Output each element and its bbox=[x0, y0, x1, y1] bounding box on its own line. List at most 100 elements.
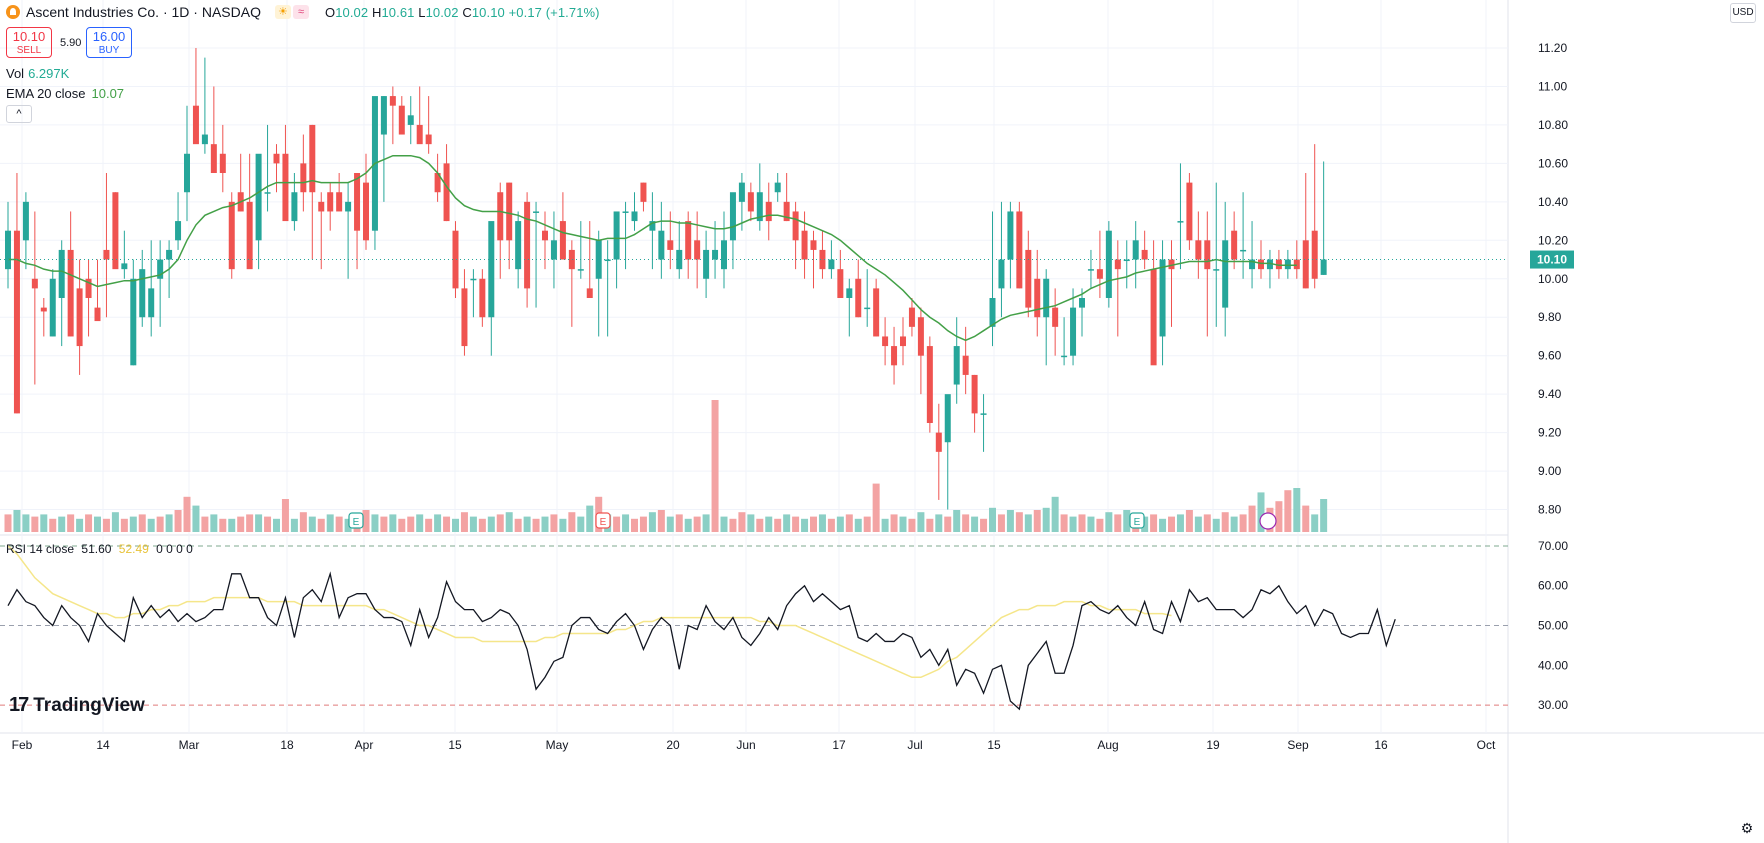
candle-body bbox=[389, 96, 396, 106]
candle-body bbox=[228, 201, 235, 270]
volume-bar bbox=[810, 516, 817, 532]
candle-body bbox=[1132, 240, 1139, 260]
collapse-legend-button[interactable]: ^ bbox=[6, 105, 32, 123]
price-tick-label: 10.80 bbox=[1538, 118, 1568, 132]
open-value: 10.02 bbox=[335, 4, 369, 20]
candle-body bbox=[1052, 307, 1059, 327]
candle-body bbox=[1311, 230, 1318, 279]
candle-body bbox=[568, 249, 575, 270]
volume-bar bbox=[1006, 510, 1014, 532]
wave-icon[interactable]: ≈ bbox=[292, 5, 309, 19]
chevron-up-icon: ^ bbox=[16, 108, 22, 120]
volume-bar bbox=[783, 514, 791, 532]
volume-bars bbox=[4, 400, 1328, 532]
buy-button[interactable]: 16.00 BUY bbox=[86, 27, 132, 58]
currency-selector[interactable]: USD bbox=[1730, 3, 1756, 23]
volume-bar bbox=[469, 516, 477, 532]
time-tick-label: 20 bbox=[666, 738, 680, 752]
rsi-legend[interactable]: RSI 14 close 51.60 52.49 0 0 0 0 bbox=[6, 542, 193, 556]
candle-body bbox=[67, 249, 74, 337]
time-tick-label: Feb bbox=[12, 738, 33, 752]
rsi-ma-value: 52.49 bbox=[118, 542, 149, 556]
volume-bar bbox=[1176, 514, 1184, 532]
volume-bar bbox=[657, 510, 665, 532]
ema-legend[interactable]: EMA 20 close 10.07 bbox=[6, 86, 124, 101]
high-value: 10.61 bbox=[381, 4, 415, 20]
earnings-marker-label: E bbox=[353, 517, 360, 528]
candle-body bbox=[703, 249, 710, 279]
volume-bar bbox=[165, 514, 173, 532]
volume-bar bbox=[613, 516, 621, 532]
candle-body bbox=[1249, 259, 1256, 270]
candle-body bbox=[667, 240, 674, 250]
candle-body bbox=[649, 221, 656, 231]
volume-bar bbox=[622, 514, 630, 532]
dividend-lightning-icon bbox=[1259, 512, 1277, 530]
sell-button[interactable]: 10.10 SELL bbox=[6, 27, 52, 58]
candle-body bbox=[1240, 249, 1247, 252]
volume-bar bbox=[675, 514, 683, 532]
candle-body bbox=[1105, 230, 1112, 298]
candle-body bbox=[461, 288, 468, 347]
candle-body bbox=[166, 249, 173, 260]
candle-body bbox=[22, 201, 29, 241]
volume-legend[interactable]: Vol 6.297K bbox=[6, 66, 69, 81]
brand-name: TradingView bbox=[33, 694, 145, 716]
rsi-line bbox=[7, 571, 1396, 711]
volume-bar bbox=[398, 518, 406, 532]
candle-body bbox=[488, 221, 495, 318]
symbol-header[interactable]: Ascent Industries Co. · 1D · NASDAQ ☀ ≈ … bbox=[6, 4, 600, 20]
volume-bar bbox=[478, 518, 486, 532]
candle-body bbox=[506, 182, 513, 241]
volume-bar bbox=[711, 400, 719, 532]
candle-body bbox=[1070, 307, 1077, 356]
candle-body bbox=[192, 105, 199, 145]
earnings-marker-label: E bbox=[600, 517, 607, 528]
sell-price: 10.10 bbox=[12, 29, 46, 44]
volume-bar bbox=[532, 518, 540, 532]
volume-bar bbox=[989, 507, 996, 532]
volume-bar bbox=[1311, 514, 1319, 532]
volume-bar bbox=[980, 518, 988, 532]
volume-bar bbox=[460, 512, 468, 532]
volume-bar bbox=[729, 518, 737, 532]
volume-bar bbox=[443, 516, 451, 532]
volume-bar bbox=[371, 514, 379, 532]
sun-icon[interactable]: ☀ bbox=[274, 5, 291, 19]
candle-body bbox=[1043, 278, 1050, 318]
candle-body bbox=[756, 192, 763, 222]
candle-body bbox=[318, 201, 325, 212]
candle-body bbox=[828, 259, 835, 270]
time-tick-label: Aug bbox=[1097, 738, 1118, 752]
price-tick-label: 9.80 bbox=[1538, 310, 1562, 324]
volume-bar bbox=[496, 514, 504, 532]
candle-body bbox=[801, 230, 808, 260]
candle-body bbox=[1061, 355, 1068, 358]
volume-bar bbox=[1123, 510, 1131, 532]
volume-bar bbox=[138, 514, 146, 532]
volume-bar bbox=[22, 514, 30, 532]
volume-bar bbox=[434, 514, 442, 532]
volume-bar bbox=[827, 518, 835, 532]
volume-bar bbox=[953, 510, 961, 532]
candle-body bbox=[1284, 259, 1291, 270]
price-tick-label: 9.40 bbox=[1538, 387, 1562, 401]
volume-bar bbox=[192, 505, 200, 532]
symbol-title[interactable]: Ascent Industries Co. · 1D · NASDAQ bbox=[26, 4, 261, 20]
volume-bar bbox=[1024, 514, 1032, 532]
volume-bar bbox=[1150, 514, 1158, 532]
candle-body bbox=[434, 173, 441, 193]
rsi-tick-label: 40.00 bbox=[1538, 658, 1568, 672]
time-tick-label: Jun bbox=[736, 738, 755, 752]
volume-value: 6.297K bbox=[28, 66, 70, 81]
candle-body bbox=[783, 201, 790, 222]
volume-bar bbox=[1015, 512, 1023, 532]
settings-gear-icon[interactable]: ⚙ bbox=[1740, 820, 1754, 836]
ohlc-readout: O10.02 H10.61 L10.02 C10.10 +0.17 (+1.71… bbox=[325, 5, 600, 20]
candle-body bbox=[855, 278, 862, 318]
volume-bar bbox=[326, 514, 334, 532]
candle-body bbox=[595, 240, 602, 279]
volume-bar bbox=[1060, 514, 1068, 532]
ema-label: EMA 20 close bbox=[6, 86, 86, 101]
